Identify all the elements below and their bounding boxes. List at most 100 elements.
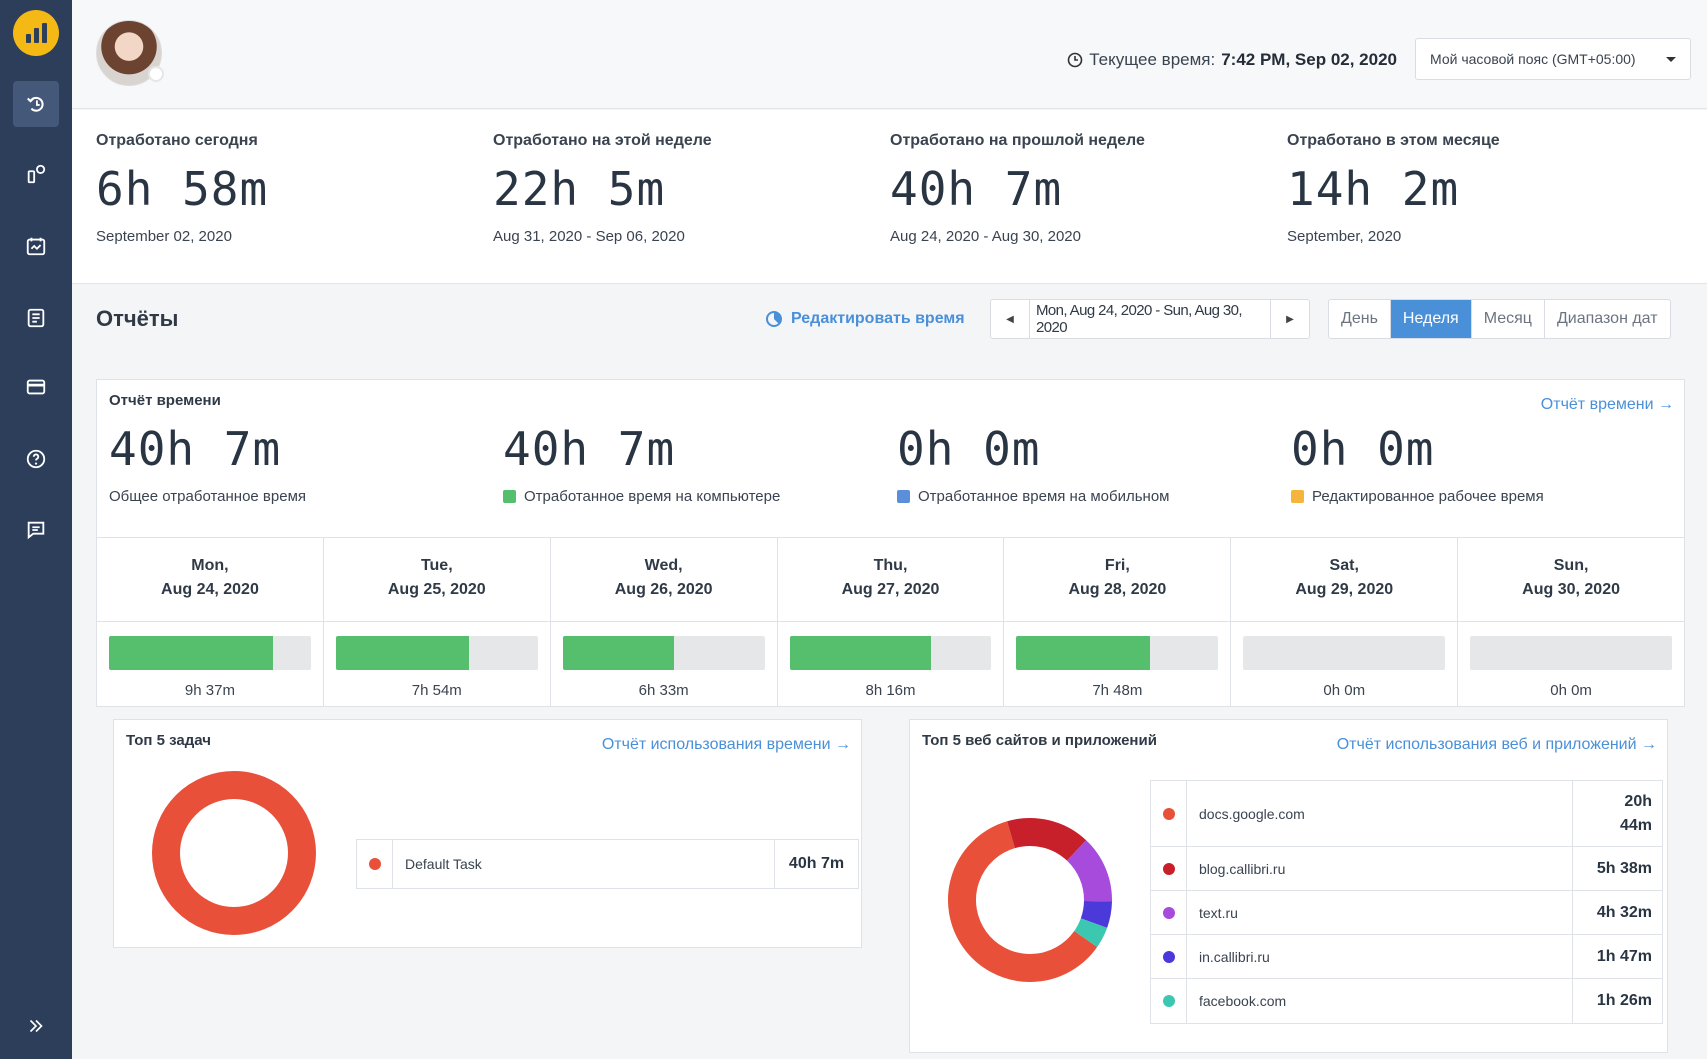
tab-week[interactable]: Неделя	[1390, 300, 1472, 338]
sidebar-item-projects[interactable]	[13, 151, 59, 197]
task-row[interactable]: Default Task 40h 7m	[356, 839, 859, 889]
top-tasks-title: Топ 5 задач	[126, 732, 211, 749]
site-duration-text: 20h 44m	[1619, 792, 1652, 834]
time-report-title: Отчёт времени	[109, 392, 221, 409]
sidebar-expand[interactable]	[13, 1003, 59, 1049]
tab-date-range[interactable]: Диапазон дат	[1556, 310, 1658, 327]
site-color-dot	[1162, 862, 1175, 875]
stat-today: Отработано сегодня 6h 58m September 02, …	[96, 132, 476, 245]
day-column[interactable]: Thu, Aug 27, 2020 8h 16m	[777, 538, 1005, 707]
day-column[interactable]: Mon, Aug 24, 2020 9h 37m	[97, 538, 324, 707]
stat-value: 22h 5m	[493, 162, 666, 216]
card-icon	[26, 379, 46, 395]
donut-segment[interactable]	[1073, 917, 1108, 948]
stat-value: 0h 0m	[1291, 422, 1435, 476]
stat-date: September 02, 2020	[96, 228, 232, 245]
status-indicator	[148, 66, 164, 82]
date-range-navigator: ◀ Mon, Aug 24, 2020 - Sun, Aug 30, 2020 …	[990, 299, 1310, 339]
prev-range-button[interactable]: ◀	[1006, 313, 1014, 325]
current-time: Текущее время: 7:42 PM, Sep 02, 2020	[1067, 50, 1397, 70]
site-duration: 4h 32m	[1572, 891, 1662, 934]
stat-desc-text: Отработанное время на компьютере	[524, 488, 781, 505]
day-hours: 7h 48m	[1092, 682, 1143, 699]
legend-swatch	[897, 490, 910, 503]
day-date: Aug 26, 2020	[614, 581, 713, 598]
site-row[interactable]: facebook.com 1h 26m	[1151, 979, 1662, 1023]
sidebar-item-help[interactable]	[13, 436, 59, 482]
day-label: Thu, Aug 27, 2020	[777, 538, 1004, 622]
logo-icon[interactable]	[13, 10, 59, 56]
stat-date: Aug 31, 2020 - Sep 06, 2020	[493, 228, 685, 245]
site-row[interactable]: in.callibri.ru 1h 47m	[1151, 935, 1662, 979]
stat-value: 14h 2m	[1287, 162, 1460, 216]
day-date: Aug 28, 2020	[1068, 581, 1167, 598]
site-row[interactable]: text.ru 4h 32m	[1151, 891, 1662, 935]
site-duration: 1h 47m	[1572, 935, 1662, 978]
day-progress-track	[1470, 636, 1673, 670]
web-usage-link[interactable]: Отчёт использования веб и приложений →	[1336, 736, 1657, 753]
sidebar-item-timer[interactable]	[13, 81, 59, 127]
current-time-label: Текущее время:	[1089, 50, 1216, 69]
page-title: Отчёты	[96, 306, 179, 331]
sites-donut-chart	[948, 818, 1112, 982]
day-progress-fill	[335, 636, 470, 670]
day-name: Fri,	[1104, 557, 1130, 574]
edit-time-label: Редактировать время	[791, 310, 965, 327]
site-name: blog.callibri.ru	[1199, 860, 1286, 877]
site-name: text.ru	[1199, 904, 1238, 921]
day-progress-fill	[562, 636, 674, 670]
donut-segment[interactable]	[152, 771, 316, 935]
sidebar-item-billing[interactable]	[13, 364, 59, 410]
top-sites-title: Топ 5 веб сайтов и приложений	[922, 732, 1157, 749]
computer-time-stat: 40h 7m Отработанное время на компьютере	[503, 422, 780, 505]
time-report-card: Отчёт времени Отчёт времени → 40h 7m Общ…	[96, 379, 1685, 707]
period-tabs: День Неделя Месяц Диапазон дат	[1328, 299, 1671, 339]
stat-label: Отработано в этом месяце	[1287, 132, 1500, 149]
sidebar-item-calendar[interactable]	[13, 223, 59, 269]
next-range-button[interactable]: ▶	[1286, 313, 1294, 325]
site-color-dot	[1162, 906, 1175, 919]
site-dot-cell	[1151, 847, 1187, 890]
stat-value: 0h 0m	[897, 422, 1041, 476]
tab-month[interactable]: Месяц	[1472, 300, 1545, 338]
day-column[interactable]: Sun, Aug 30, 2020 0h 0m	[1458, 538, 1685, 707]
edit-time-button[interactable]: Редактировать время	[765, 310, 965, 328]
day-date: Aug 24, 2020	[161, 581, 259, 598]
day-label: Sun, Aug 30, 2020	[1458, 538, 1685, 622]
stat-value: 40h 7m	[890, 162, 1063, 216]
site-row[interactable]: blog.callibri.ru 5h 38m	[1151, 847, 1662, 891]
time-usage-link[interactable]: Отчёт использования времени →	[601, 736, 851, 753]
stat-value: 40h 7m	[503, 422, 676, 476]
stat-this-week: Отработано на этой неделе 22h 5m Aug 31,…	[493, 132, 873, 245]
donut-segment[interactable]	[1080, 900, 1112, 928]
time-report-link[interactable]: Отчёт времени →	[1540, 396, 1674, 413]
stat-this-month: Отработано в этом месяце 14h 2m Septembe…	[1287, 132, 1667, 245]
total-time-stat: 40h 7m Общее отработанное время	[109, 422, 306, 505]
site-name: facebook.com	[1199, 993, 1287, 1009]
day-date: Aug 29, 2020	[1295, 581, 1394, 598]
stat-value: 6h 58m	[96, 162, 269, 216]
date-range-value[interactable]: Mon, Aug 24, 2020 - Sun, Aug 30, 2020	[1029, 300, 1271, 338]
sidebar-item-chat[interactable]	[13, 507, 59, 553]
site-duration: 20h 44m	[1572, 781, 1662, 846]
current-time-value: 7:42 PM, Sep 02, 2020	[1221, 50, 1397, 69]
day-progress-track	[109, 636, 311, 670]
day-progress-track	[1016, 636, 1219, 670]
day-hours: 0h 0m	[1550, 682, 1592, 699]
donut-segment[interactable]	[1007, 818, 1087, 862]
day-date: Aug 27, 2020	[841, 581, 940, 598]
day-column[interactable]: Sat, Aug 29, 2020 0h 0m	[1231, 538, 1459, 707]
day-column[interactable]: Fri, Aug 28, 2020 7h 48m	[1004, 538, 1232, 707]
pie-icon	[766, 311, 782, 327]
day-column[interactable]: Wed, Aug 26, 2020 6h 33m	[550, 538, 778, 707]
day-column[interactable]: Tue, Aug 25, 2020 7h 54m	[323, 538, 551, 707]
legend-swatch	[503, 490, 516, 503]
donut-segment[interactable]	[948, 821, 1098, 982]
sidebar-item-reports[interactable]	[13, 295, 59, 341]
task-name: Default Task	[405, 856, 482, 872]
tab-day[interactable]: День	[1329, 300, 1391, 338]
timezone-select[interactable]: Мой часовой пояс (GMT+05:00)	[1415, 38, 1691, 80]
top-header: Текущее время: 7:42 PM, Sep 02, 2020 Мой…	[72, 0, 1707, 109]
site-row[interactable]: docs.google.com 20h 44m	[1151, 781, 1662, 847]
donut-segment[interactable]	[1066, 840, 1112, 902]
